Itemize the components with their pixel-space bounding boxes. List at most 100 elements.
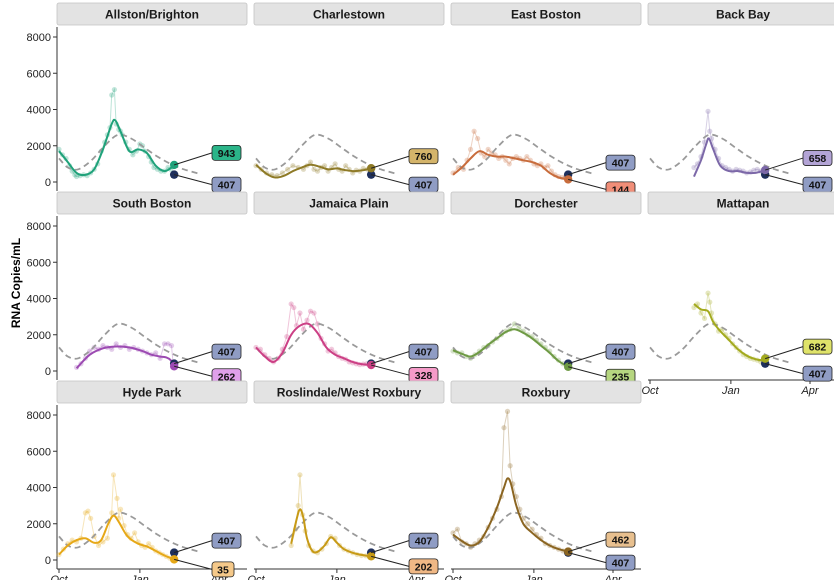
label-connector	[568, 162, 607, 176]
data-point	[165, 341, 171, 347]
y-axis-label: RNA Copies/mL	[9, 238, 23, 328]
series-badge	[802, 338, 833, 355]
reference-curve	[649, 133, 791, 175]
badge-label: 682	[809, 342, 827, 354]
reference-curve	[58, 322, 200, 364]
data-point	[314, 168, 321, 174]
trend-line	[452, 150, 569, 181]
panel-strip	[450, 2, 642, 26]
data-point	[304, 317, 310, 323]
series-end-marker	[366, 360, 376, 370]
reference-badge	[408, 343, 439, 360]
data-point	[545, 163, 551, 169]
label-connector	[371, 155, 410, 169]
data-point	[516, 324, 522, 331]
series-badge	[211, 561, 235, 578]
y-tick-label: 8000	[27, 32, 51, 44]
data-point	[146, 541, 152, 547]
x-tick-label: Jan	[130, 574, 149, 580]
x-tick-label: Apr	[800, 385, 819, 397]
panel-title: Hyde Park	[123, 386, 182, 400]
series-badge	[408, 148, 439, 165]
data-point	[113, 341, 119, 347]
trend-line	[693, 137, 766, 177]
trend-line	[452, 477, 569, 553]
data-point	[311, 310, 317, 316]
reference-end-marker	[366, 170, 376, 179]
data-point	[132, 530, 138, 536]
label-connector	[765, 157, 804, 171]
label-connector	[371, 351, 410, 365]
data-point	[104, 535, 110, 541]
data-point	[511, 321, 518, 327]
badge-label: 407	[612, 558, 630, 570]
data-point	[754, 166, 760, 172]
data-point	[121, 522, 127, 529]
reference-curve	[452, 133, 594, 175]
panel-mattapan: Mattapan Oct Jan Apr 682 407	[641, 191, 834, 397]
x-tick-label: Jan	[721, 385, 740, 397]
data-point	[503, 157, 509, 163]
series-badge	[211, 145, 242, 161]
series-end-marker	[563, 362, 573, 371]
label-connector	[568, 178, 607, 190]
series-badge	[605, 531, 636, 548]
badge-label: 943	[218, 148, 236, 160]
data-point	[506, 161, 512, 167]
data-point	[691, 164, 697, 171]
data-point	[525, 521, 531, 527]
data-point	[291, 304, 297, 311]
label-connector	[371, 540, 410, 554]
y-tick-label: 0	[45, 177, 51, 189]
x-tick-label: Oct	[247, 574, 265, 580]
panel-title: Charlestown	[313, 8, 385, 22]
data-point	[482, 154, 488, 160]
panel-strip	[56, 380, 248, 404]
panel-strip	[647, 191, 834, 215]
trend-line	[693, 303, 766, 362]
data-point	[707, 128, 713, 134]
data-point	[109, 92, 115, 98]
badge-label: 462	[612, 535, 630, 547]
trend-line	[58, 514, 175, 561]
data-point	[698, 310, 704, 316]
reference-badge	[605, 554, 636, 571]
data-point	[705, 290, 711, 296]
label-connector	[174, 152, 213, 166]
panel-title: Mattapan	[717, 197, 770, 211]
raw-series-line	[693, 111, 765, 174]
reference-curve	[58, 511, 200, 553]
panel-charlestown: Charlestown 760 407	[253, 2, 445, 193]
data-point	[297, 472, 303, 478]
label-connector	[765, 174, 804, 186]
y-tick-label: 8000	[27, 410, 51, 422]
badge-label: 262	[218, 371, 236, 383]
panel-strip	[253, 191, 445, 215]
data-point	[117, 506, 124, 512]
data-point	[153, 350, 159, 356]
y-tick-label: 2000	[27, 141, 51, 153]
data-point	[471, 128, 477, 134]
y-tick-label: 6000	[27, 68, 51, 80]
label-connector	[174, 365, 213, 377]
data-point	[85, 508, 91, 514]
panel-hyde-park: Hyde Park02000400060008000OctJanApr40735	[27, 380, 248, 580]
panel-title: Dorchester	[514, 197, 578, 211]
badge-label: 760	[415, 151, 433, 163]
y-tick-label: 0	[45, 366, 51, 378]
panel-title: Back Bay	[716, 8, 770, 22]
data-point	[290, 163, 296, 169]
data-point	[450, 530, 456, 536]
y-tick-label: 6000	[27, 257, 51, 269]
label-connector	[371, 555, 410, 567]
badge-label: 407	[415, 347, 433, 359]
data-point	[343, 163, 349, 169]
y-tick-label: 8000	[27, 221, 51, 233]
x-tick-label: Oct	[50, 574, 68, 580]
reference-curve	[255, 511, 397, 553]
label-connector	[174, 174, 213, 186]
data-point	[707, 299, 713, 305]
y-tick-label: 0	[45, 555, 51, 567]
badge-label: 407	[809, 180, 827, 192]
